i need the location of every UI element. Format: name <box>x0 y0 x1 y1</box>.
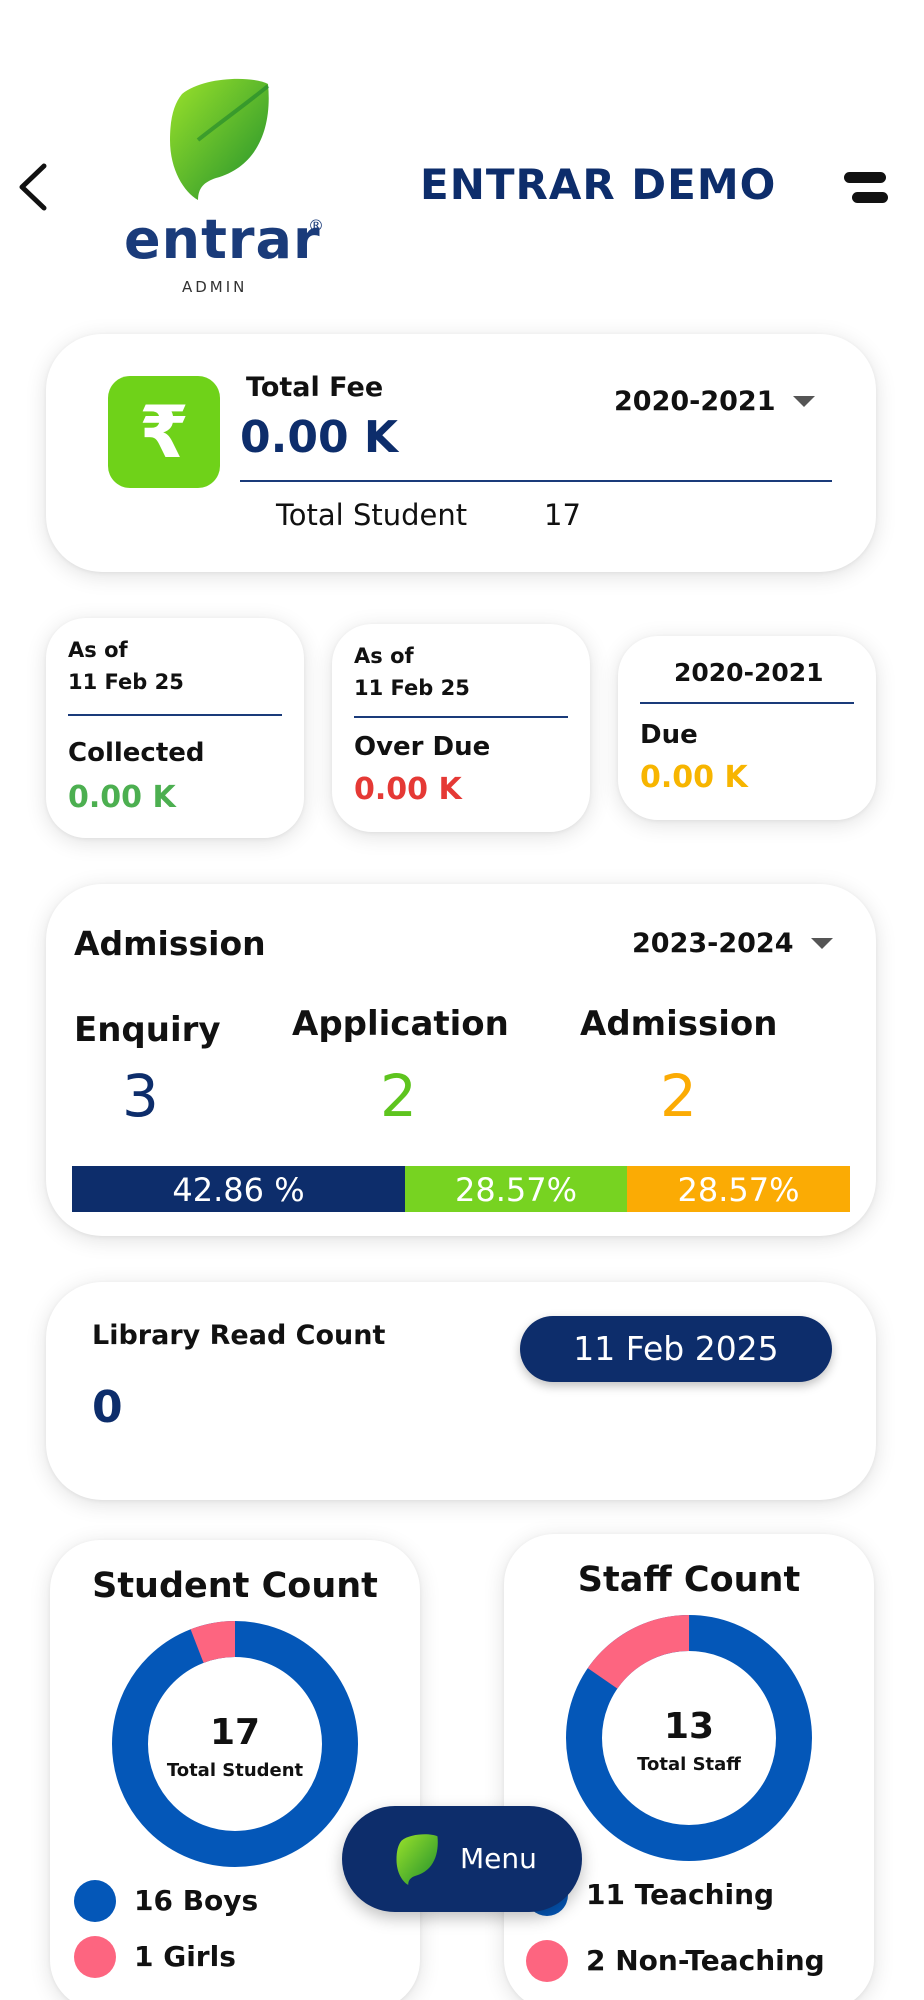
leaf-logo-icon <box>396 1834 438 1885</box>
admission-progress-bar: 42.86 % 28.57% 28.57% <box>72 1166 850 1212</box>
student-total: 17 <box>209 1712 261 1753</box>
collected-label: Collected <box>68 738 205 768</box>
total-fee-label: Total Fee <box>246 372 384 403</box>
collected-card: As of 11 Feb 25 Collected 0.00 K <box>46 618 304 838</box>
overdue-label: Over Due <box>354 732 491 762</box>
student-donut-chart <box>112 1621 358 1867</box>
due-label: Due <box>640 720 698 750</box>
logo-word: entrar <box>124 208 321 271</box>
student-count-card: Student Count 17 Total Student 16 Boys 1… <box>50 1540 420 2000</box>
collected-as-of: As of <box>68 638 128 662</box>
non-teaching-arc <box>566 1615 812 1861</box>
leaf-logo-icon <box>170 78 270 200</box>
logo-registered: ® <box>308 216 324 235</box>
total-fee-value: 0.00 K <box>240 412 398 463</box>
staff-total: 13 <box>663 1706 715 1747</box>
application-value: 2 <box>380 1062 417 1130</box>
admission-title: Admission <box>74 924 266 963</box>
application-label: Application <box>292 1004 509 1044</box>
boys-legend-label: 16 Boys <box>134 1884 259 1917</box>
divider <box>640 702 854 704</box>
enquiry-value: 3 <box>122 1062 159 1130</box>
overdue-card: As of 11 Feb 25 Over Due 0.00 K <box>332 624 590 832</box>
collected-value: 0.00 K <box>68 780 176 815</box>
library-value: 0 <box>92 1382 123 1433</box>
staff-count-title: Staff Count <box>577 1560 801 1600</box>
chevron-down-icon[interactable] <box>793 396 815 407</box>
admission-value: 2 <box>660 1062 697 1130</box>
total-fee-card: ₹ Total Fee 0.00 K 2020-2021 Total Stude… <box>46 334 876 572</box>
menu-button[interactable]: Menu <box>342 1806 582 1912</box>
library-date-button[interactable]: 11 Feb 2025 <box>520 1316 832 1382</box>
menu-label: Menu <box>460 1842 537 1875</box>
overdue-value: 0.00 K <box>354 772 462 807</box>
staff-donut-chart <box>566 1615 812 1861</box>
due-year: 2020-2021 <box>674 658 824 687</box>
rupee-icon: ₹ <box>108 376 220 488</box>
admission-percent-segment: 28.57% <box>627 1166 850 1212</box>
collected-date: 11 Feb 25 <box>68 670 184 694</box>
non-teaching-legend-dot <box>526 1940 568 1982</box>
logo-sub: ADMIN <box>182 278 248 296</box>
admission-year-select[interactable]: 2023-2024 <box>632 928 794 959</box>
overdue-date: 11 Feb 25 <box>354 676 470 700</box>
app-logo: entrar ® ADMIN <box>120 72 330 302</box>
total-student-label: Total Student <box>276 498 468 532</box>
page-title: ENTRAR DEMO <box>420 160 777 209</box>
due-value: 0.00 K <box>640 760 748 795</box>
staff-total-label: Total Staff <box>637 1754 741 1775</box>
due-card: 2020-2021 Due 0.00 K <box>618 636 876 820</box>
student-total-label: Total Student <box>166 1760 304 1781</box>
chevron-down-icon[interactable] <box>811 938 833 949</box>
hamburger-icon[interactable] <box>840 170 890 206</box>
admission-label: Admission <box>580 1004 778 1044</box>
library-card: Library Read Count 0 11 Feb 2025 <box>46 1282 876 1500</box>
girls-legend-label: 1 Girls <box>134 1940 236 1973</box>
overdue-as-of: As of <box>354 644 414 668</box>
back-arrow-icon[interactable] <box>14 160 54 214</box>
student-count-title: Student Count <box>92 1566 378 1606</box>
library-label: Library Read Count <box>92 1320 386 1351</box>
divider <box>240 480 832 482</box>
enquiry-percent-segment: 42.86 % <box>72 1166 405 1212</box>
application-percent-segment: 28.57% <box>405 1166 627 1212</box>
staff-count-card: Staff Count 13 Total Staff 11 Teaching 2… <box>504 1534 874 2000</box>
girls-legend-dot <box>74 1936 116 1978</box>
divider <box>354 716 568 718</box>
teaching-legend-label: 11 Teaching <box>586 1878 775 1911</box>
enquiry-label: Enquiry <box>74 1010 221 1050</box>
total-student-value: 17 <box>544 498 581 532</box>
fee-year-select[interactable]: 2020-2021 <box>614 386 776 417</box>
boys-legend-dot <box>74 1880 116 1922</box>
admission-card: Admission 2023-2024 Enquiry 3 Applicatio… <box>46 884 876 1236</box>
divider <box>68 714 282 716</box>
non-teaching-legend-label: 2 Non-Teaching <box>586 1944 825 1977</box>
